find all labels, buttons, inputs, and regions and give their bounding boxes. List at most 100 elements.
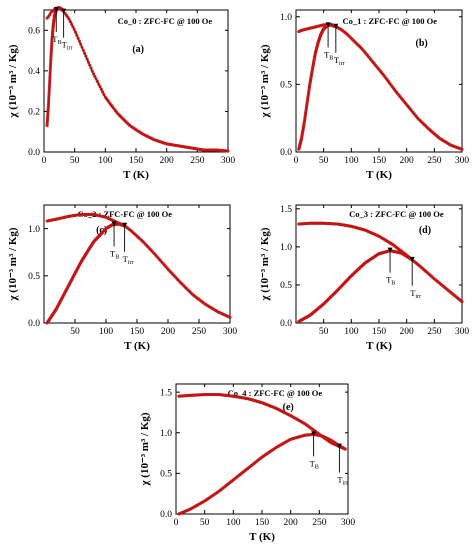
x-tick-label: 150 (255, 518, 270, 528)
data-point (73, 30, 78, 34)
y-tick-label: 1.5 (280, 205, 292, 215)
x-tick-label: 100 (344, 156, 359, 166)
y-tick-label: 0.0 (28, 148, 40, 158)
y-tick-label: 0.6 (28, 26, 40, 36)
y-tick-label: 0.2 (28, 108, 40, 118)
chart-title: Co_2 : ZFC-FC @ 100 Oe (77, 209, 172, 219)
x-tick-label: 100 (98, 156, 113, 166)
data-point (85, 57, 89, 61)
y-tick-label: 0.5 (28, 272, 40, 282)
data-point (48, 63, 53, 68)
x-tick-label: 300 (341, 518, 356, 528)
chart-panel-d: 50 100 150 200 250 300 0.0 0.5 1.0 1.5 T (K) χ (10⁻… (259, 204, 469, 352)
tb-label: TB (110, 249, 119, 261)
data-point (71, 25, 75, 29)
x-tick-label: 0 (42, 156, 47, 166)
tirr-label: Tirr (337, 475, 348, 487)
data-point (88, 63, 92, 67)
data-point (93, 74, 97, 79)
x-tick-label: 100 (344, 327, 359, 337)
chart-panel-a: 0 50 100 150 200 250 300 0.0 0.2 0.4 0.6 T (K) χ (10… (7, 6, 235, 181)
tirr-label: Tirr (410, 288, 421, 300)
data-point (67, 17, 71, 21)
data-point (47, 83, 52, 87)
tb-label: TB (386, 275, 395, 287)
series-markers-fc (297, 23, 464, 151)
y-tick-label: 0.0 (280, 319, 292, 329)
x-tick-label: 200 (161, 327, 176, 337)
series-line-fc (298, 24, 463, 150)
data-point (95, 80, 100, 84)
y-axis-label: χ (10⁻³ m³ / Kg) (7, 44, 19, 118)
chart-title: Co_0 : ZFC-FC @ 100 Oe (118, 16, 213, 26)
x-tick-label: 200 (400, 156, 415, 166)
chart-title: Co_1 : ZFC-FC @ 100 Oe (342, 16, 437, 26)
y-tick-label: 1.0 (28, 225, 40, 235)
data-point (343, 447, 347, 451)
tb-label: TB (52, 34, 61, 46)
x-tick-label: 150 (130, 327, 145, 337)
x-tick-label: 250 (312, 518, 327, 528)
tirr-subscript: irr (339, 61, 345, 67)
x-axis-label: T (K) (123, 169, 149, 181)
data-point (80, 45, 84, 49)
tirr-label: Tirr (62, 40, 73, 52)
x-tick-label: 100 (99, 327, 114, 337)
y-tick-label: 0.5 (280, 281, 292, 291)
y-tick-label: 1.0 (160, 429, 172, 439)
series-markers-fc (177, 392, 347, 451)
data-point (48, 73, 52, 77)
x-tick-label: 50 (70, 327, 80, 337)
x-tick-label: 50 (70, 156, 80, 166)
data-point (91, 72, 96, 76)
tirr-arrow (409, 256, 415, 286)
x-tick-label: 150 (129, 156, 144, 166)
tirr-label: Tirr (123, 254, 134, 266)
series-markers-zfc (45, 222, 127, 325)
x-axis-label: T (K) (249, 531, 275, 543)
series-markers-zfc (297, 23, 337, 151)
tb-subscript: B (329, 55, 333, 61)
data-point (72, 27, 76, 31)
data-point (98, 85, 102, 89)
x-tick-label: 250 (190, 156, 205, 166)
data-point (102, 92, 106, 97)
chart-panel-c: 50 100 150 200 250 300 0.0 0.5 1.0 T (K) χ (10⁻³ m… (7, 204, 237, 352)
tirr-arrow (61, 8, 67, 38)
x-tick-label: 250 (427, 327, 442, 337)
series-markers-fc (45, 212, 232, 319)
chart-title: Co_3 : ZFC-FC @ 100 Oe (349, 209, 444, 219)
y-tick-label: 0.5 (280, 81, 292, 91)
y-axis-label: χ (10⁻³ m³ / Kg) (259, 44, 271, 118)
tirr-subscript: irr (343, 481, 349, 487)
series-line-zfc (46, 223, 125, 324)
panel-label: (a) (132, 44, 144, 55)
data-point (48, 68, 52, 73)
data-point (226, 149, 230, 153)
data-point (48, 76, 52, 80)
data-point (97, 82, 101, 86)
data-point (70, 22, 74, 26)
x-tick-label: 50 (319, 156, 329, 166)
tirr-subscript: irr (128, 260, 134, 266)
data-point (460, 147, 464, 151)
data-point (48, 66, 52, 70)
data-point (86, 60, 91, 64)
data-point (81, 48, 85, 52)
x-tick-label: 0 (294, 156, 299, 166)
data-point (76, 36, 80, 40)
data-point (460, 300, 464, 304)
data-point (75, 33, 79, 37)
tirr-arrow (336, 443, 342, 473)
x-tick-label: 50 (200, 518, 210, 528)
series-line-fc (298, 222, 463, 303)
x-tick-label: 50 (319, 327, 329, 337)
x-tick-label: 150 (372, 156, 387, 166)
y-axis-label: χ (10⁻³ m³ / Kg) (7, 227, 19, 301)
tb-arrow (53, 7, 59, 32)
data-point (84, 54, 88, 58)
panel-label: (d) (419, 225, 431, 236)
data-point (228, 315, 232, 319)
tirr-arrow (122, 222, 128, 252)
